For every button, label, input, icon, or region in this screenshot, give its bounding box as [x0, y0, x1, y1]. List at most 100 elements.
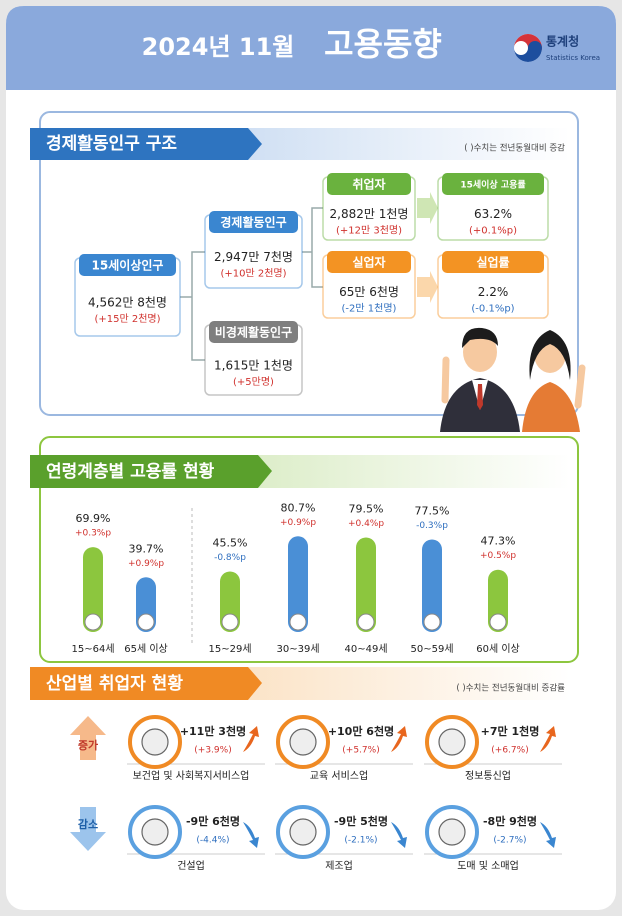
industry-name: 제조업: [325, 859, 353, 872]
industry-name: 교육 서비스업: [310, 769, 368, 782]
category-label: 15~29세: [208, 643, 251, 655]
value-label: 79.5%: [349, 503, 384, 516]
trend-arrow: [540, 726, 556, 752]
industry-name: 보건업 및 사회복지서비스업: [133, 769, 250, 782]
change-label: -0.3%p: [416, 521, 448, 531]
industry-change: (+6.7%): [491, 746, 528, 756]
title-shade: [240, 128, 570, 160]
logo-sub: Statistics Korea: [546, 54, 600, 62]
icon: [141, 818, 169, 846]
node-value: 2,947만 7천명: [214, 249, 293, 264]
bar-icon: [357, 613, 375, 631]
category-label: 65세 이상: [124, 643, 168, 655]
icon: [438, 818, 466, 846]
section-tab: [30, 667, 262, 700]
category-label: 40~49세: [344, 643, 387, 655]
title-shade: [250, 455, 570, 488]
value-label: 47.3%: [481, 535, 516, 548]
change-label: +0.5%p: [480, 551, 516, 561]
section-note: ( )수치는 전년동월대비 증감률: [456, 683, 565, 694]
industry-name: 정보통신업: [465, 769, 511, 782]
industry-change: (-4.4%): [196, 836, 229, 846]
logo-mark-blue: [514, 41, 542, 62]
section-note: ( )수치는 전년동월대비 증감: [464, 143, 565, 154]
industry: +11만 3천명 (+3.9%) 보건업 및 사회복지서비스업 +10만 6천명 (+5…: [127, 715, 562, 872]
bar-icon: [221, 613, 239, 631]
bar-icon: [423, 613, 441, 631]
header-band: [6, 6, 616, 90]
change-label: +0.4%p: [348, 519, 384, 529]
trend-arrow: [243, 822, 259, 848]
node-label: 15세이상인구: [92, 258, 164, 273]
node-value: 1,615만 1천명: [214, 358, 293, 373]
industry-change: (-2.1%): [344, 836, 377, 846]
title-date: 2024년 11월: [142, 33, 295, 61]
section-title: 경제활동인구 구조: [46, 133, 177, 154]
icon: [141, 728, 169, 756]
down-arrow: [70, 807, 106, 851]
industry-value: -9만 6천명: [186, 814, 240, 828]
trend-arrow: [243, 726, 259, 752]
node-header: [327, 173, 411, 195]
industry-value: -8만 9천명: [483, 814, 537, 828]
trend-arrow: [540, 822, 556, 848]
node-label: 15세이상 고용률: [460, 179, 525, 191]
change-label: +0.9%p: [280, 518, 316, 528]
value-label: 45.5%: [213, 537, 248, 550]
nodes: 15세이상인구 4,562만 8천명 (+15만 2천명) 경제활동인구 2,947만 …: [74, 173, 549, 396]
industry-value: +10만 6천명: [328, 724, 394, 738]
node-value: 2.2%: [478, 285, 509, 299]
trend-arrow: [391, 822, 407, 848]
node-header: [209, 211, 298, 233]
change-label: +0.3%p: [75, 529, 111, 539]
bar-icon: [489, 613, 507, 631]
change-label: +0.9%p: [128, 559, 164, 569]
bar-icon: [137, 613, 155, 631]
connector: [302, 207, 323, 288]
bar: [422, 539, 442, 632]
node-header: [442, 173, 544, 195]
node-change: (-0.1%p): [471, 304, 514, 315]
industry-change: (+3.9%): [194, 746, 231, 756]
node-label: 취업자: [352, 177, 385, 192]
title-main: 고용동향: [324, 25, 442, 63]
age-box: [39, 436, 579, 663]
node-change: (+0.1%p): [469, 226, 517, 237]
trend-arrow: [391, 726, 407, 752]
section-tab: [30, 128, 262, 160]
icon: [289, 818, 317, 846]
node-label: 실업률: [476, 255, 509, 270]
bar: [288, 536, 308, 632]
decrease-label: 감소: [78, 817, 98, 831]
increase-label: 증가: [78, 738, 98, 752]
change-label: -0.8%p: [214, 553, 246, 563]
industry-change: (-2.7%): [493, 836, 526, 846]
node-value: 2,882만 1천명: [330, 206, 409, 221]
node-value: 4,562만 8천명: [88, 295, 167, 310]
value-label: 80.7%: [281, 501, 316, 514]
node-label: 경제활동인구: [220, 215, 286, 230]
category-label: 60세 이상: [476, 643, 520, 655]
section-title: 연령계층별 고용률 현황: [46, 461, 215, 482]
industry-value: +7만 1천명: [481, 724, 540, 738]
node-label: 비경제활동인구: [215, 325, 292, 340]
node-label: 실업자: [352, 255, 385, 270]
node-value: 63.2%: [474, 207, 512, 221]
node-change: (+10만 2천명): [220, 268, 286, 280]
category-label: 30~39세: [276, 643, 319, 655]
node-header: [209, 321, 298, 343]
node-change: (+5만명): [233, 376, 274, 388]
node-value: 65만 6천명: [339, 284, 399, 299]
bar: [356, 537, 376, 632]
value-label: 69.9%: [76, 512, 111, 525]
industry-name: 건설업: [177, 859, 205, 872]
bars: 69.9% +0.3%p 15~64세 39.7% +0.9%p 65세 이상 45.5% -…: [71, 501, 519, 655]
connector: [180, 251, 205, 361]
node-change: (+15만 2천명): [94, 313, 160, 325]
bar: [83, 547, 103, 632]
section-tab: [30, 455, 272, 488]
title-shade: [240, 667, 570, 700]
bar-icon: [84, 613, 102, 631]
illustration: [440, 327, 586, 432]
